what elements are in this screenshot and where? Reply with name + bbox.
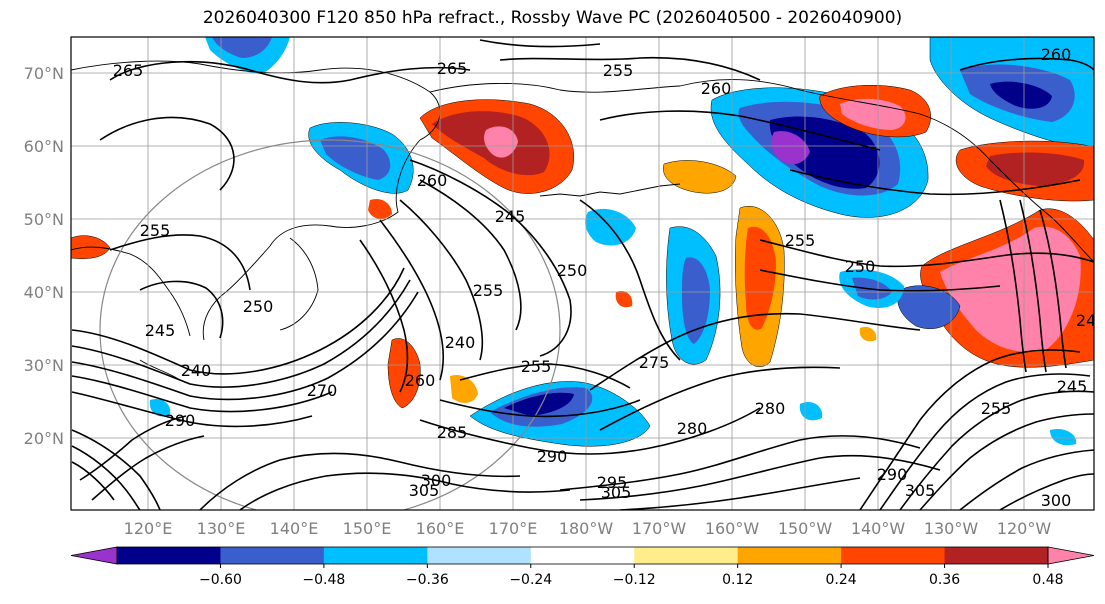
colorbar-tick-labels: −0.60 −0.48 −0.36 −0.24 −0.12 0.12 0.24 0.36 0.4… xyxy=(199,572,1064,588)
lon-label-130w: 130°W xyxy=(924,519,979,538)
contour-label: 265 xyxy=(113,61,144,80)
colorbar-segment xyxy=(323,547,428,564)
colorbar-segment xyxy=(530,547,635,564)
colorbar-extend-high xyxy=(1047,546,1095,565)
contour-label: 260 xyxy=(405,371,436,390)
contour-label: 285 xyxy=(437,423,468,442)
colorbar-segment xyxy=(944,547,1049,564)
contour-label: 280 xyxy=(677,419,708,438)
lat-label-30n: 30°N xyxy=(24,356,64,375)
lon-label-170w: 170°W xyxy=(632,519,687,538)
lon-label-180w: 180°W xyxy=(559,519,614,538)
lat-label-20n: 20°N xyxy=(24,429,64,448)
contour-label: 305 xyxy=(409,481,440,500)
contour-label: 255 xyxy=(785,231,816,250)
latitude-labels: 70°N 60°N 50°N 40°N 30°N 20°N xyxy=(24,64,64,448)
lon-label-170e: 170°E xyxy=(489,519,538,538)
colorbar-segment xyxy=(841,547,946,564)
contour-label: 250 xyxy=(243,297,274,316)
colorbar-tick-label: 0.36 xyxy=(929,572,960,588)
contour-label: 240 xyxy=(181,361,212,380)
contour-label: 260 xyxy=(701,79,732,98)
contour-label: 255 xyxy=(140,221,171,240)
contour-label: 275 xyxy=(639,353,670,372)
colorbar-segment xyxy=(427,547,532,564)
contour-label: 305 xyxy=(905,481,936,500)
contour-label: 265 xyxy=(437,59,468,78)
colorbar-outline xyxy=(116,546,1049,565)
colorbar-tick-label: −0.48 xyxy=(302,572,345,588)
colorbar-tick-label: −0.36 xyxy=(406,572,449,588)
contour-label: 24 xyxy=(1076,311,1096,330)
contour-label: 255 xyxy=(521,357,552,376)
colorbar xyxy=(70,546,1095,568)
map-frame xyxy=(70,36,1095,511)
colorbar-tick-label: 0.24 xyxy=(826,572,857,588)
contour-label: 255 xyxy=(603,61,634,80)
contour-labels: 265 265 255 260 260 260 245 255 250 255 250 255 245 2… xyxy=(113,45,1096,510)
contour-label: 260 xyxy=(1041,45,1072,64)
contour-label: 255 xyxy=(981,399,1012,418)
contour-label: 300 xyxy=(421,471,452,490)
contour-label: 280 xyxy=(755,399,786,418)
map-title: 2026040300 F120 850 hPa refract., Rossby… xyxy=(202,8,903,28)
lon-label-160w: 160°W xyxy=(705,519,760,538)
colorbar-tick-label: 0.12 xyxy=(722,572,753,588)
contour-label: 300 xyxy=(1041,491,1072,510)
contour-label: 245 xyxy=(145,321,176,340)
contour-label: 270 xyxy=(307,381,338,400)
colorbar-extend-low xyxy=(70,546,118,565)
height-contours xyxy=(71,39,1094,510)
colorbar-segment xyxy=(117,547,221,564)
contour-label: 250 xyxy=(557,261,588,280)
colorbar-tick-label: −0.24 xyxy=(509,572,552,588)
contour-label: 245 xyxy=(495,207,526,226)
colorbar-tick-label: −0.60 xyxy=(199,572,242,588)
contour-label: 255 xyxy=(473,281,504,300)
lon-label-120w: 120°W xyxy=(997,519,1052,538)
contour-label: 290 xyxy=(537,447,568,466)
contour-label: 250 xyxy=(845,257,876,276)
contour-label: 290 xyxy=(165,411,196,430)
contour-label: 245 xyxy=(1057,377,1088,396)
contour-label: 240 xyxy=(445,333,476,352)
lon-label-160e: 160°E xyxy=(416,519,465,538)
lon-label-140e: 140°E xyxy=(270,519,319,538)
lat-label-70n: 70°N xyxy=(24,64,64,83)
contour-label: 260 xyxy=(417,171,448,190)
lon-label-150w: 150°W xyxy=(778,519,833,538)
lon-label-130e: 130°E xyxy=(197,519,246,538)
colorbar-segment xyxy=(737,547,842,564)
lat-label-60n: 60°N xyxy=(24,137,64,156)
lon-label-120e: 120°E xyxy=(124,519,173,538)
graticule xyxy=(71,37,1094,510)
contour-label: 305 xyxy=(601,483,632,502)
lon-label-150e: 150°E xyxy=(343,519,392,538)
colorbar-tick-label: 0.48 xyxy=(1032,572,1063,588)
colorbar-tick-label: −0.12 xyxy=(613,572,656,588)
colorbar-segment xyxy=(220,547,325,564)
longitude-labels: 120°E 130°E 140°E 150°E 160°E 170°E 180°… xyxy=(124,519,1052,538)
lon-label-140w: 140°W xyxy=(851,519,906,538)
contour-label: 290 xyxy=(877,465,908,484)
lat-label-40n: 40°N xyxy=(24,283,64,302)
contour-label: 295 xyxy=(597,473,628,492)
lat-label-50n: 50°N xyxy=(24,210,64,229)
map-plot-area: 265 265 255 260 260 260 245 255 250 255 250 255 245 2… xyxy=(71,37,1096,510)
colorbar-segment xyxy=(634,547,739,564)
